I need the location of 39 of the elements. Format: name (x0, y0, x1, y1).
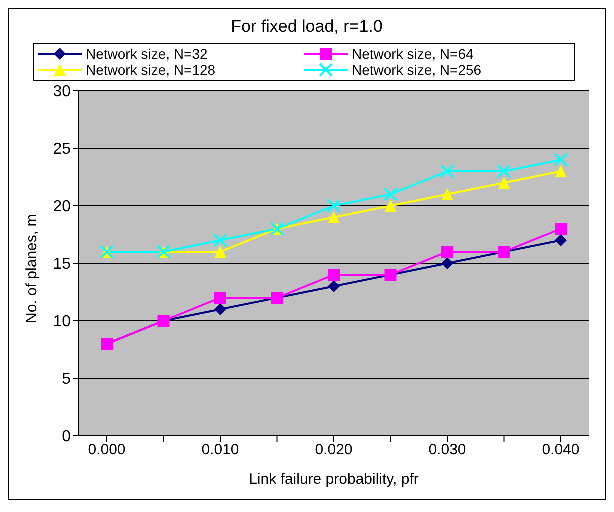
point (440, 164, 454, 178)
legend-label: Network size, N=256 (352, 62, 482, 78)
point (498, 177, 510, 189)
point (442, 246, 454, 258)
point (384, 188, 398, 202)
point (328, 280, 340, 292)
y-tick-label: 15 (53, 256, 72, 274)
point (555, 223, 567, 235)
legend-label: Network size, N=128 (86, 62, 216, 78)
legend-label: Network size, N=32 (86, 46, 208, 62)
point (442, 188, 454, 200)
point (214, 246, 226, 258)
y-tick-label: 0 (62, 428, 72, 446)
y-tick-label: 25 (53, 141, 72, 158)
chart-title: For fixed load, r=1.0 (230, 16, 384, 38)
point (554, 153, 568, 167)
point (442, 258, 454, 270)
point (214, 234, 228, 248)
point (214, 292, 226, 304)
point (384, 200, 397, 212)
point (327, 199, 341, 213)
x-tick-label: 0.000 (88, 442, 126, 459)
y-axis-title: No. of planes, m (23, 214, 40, 324)
point (328, 269, 340, 281)
x-tick-label: 0.020 (315, 442, 353, 459)
legend-label: Network size, N=64 (352, 46, 474, 62)
y-tick-label: 20 (53, 198, 72, 216)
point (555, 234, 567, 246)
x-tick-label: 0.030 (428, 442, 466, 459)
y-tick-label: 30 (53, 84, 72, 101)
x-tick-label: 0.010 (202, 442, 240, 459)
point (497, 164, 512, 178)
point (214, 304, 226, 316)
y-tick-label: 5 (62, 371, 72, 388)
point (555, 166, 567, 178)
x-tick-label: 0.040 (542, 442, 580, 459)
y-tick-label: 10 (53, 314, 72, 331)
point (328, 212, 340, 224)
x-axis-title: Link failure probability, pfr (249, 471, 419, 488)
